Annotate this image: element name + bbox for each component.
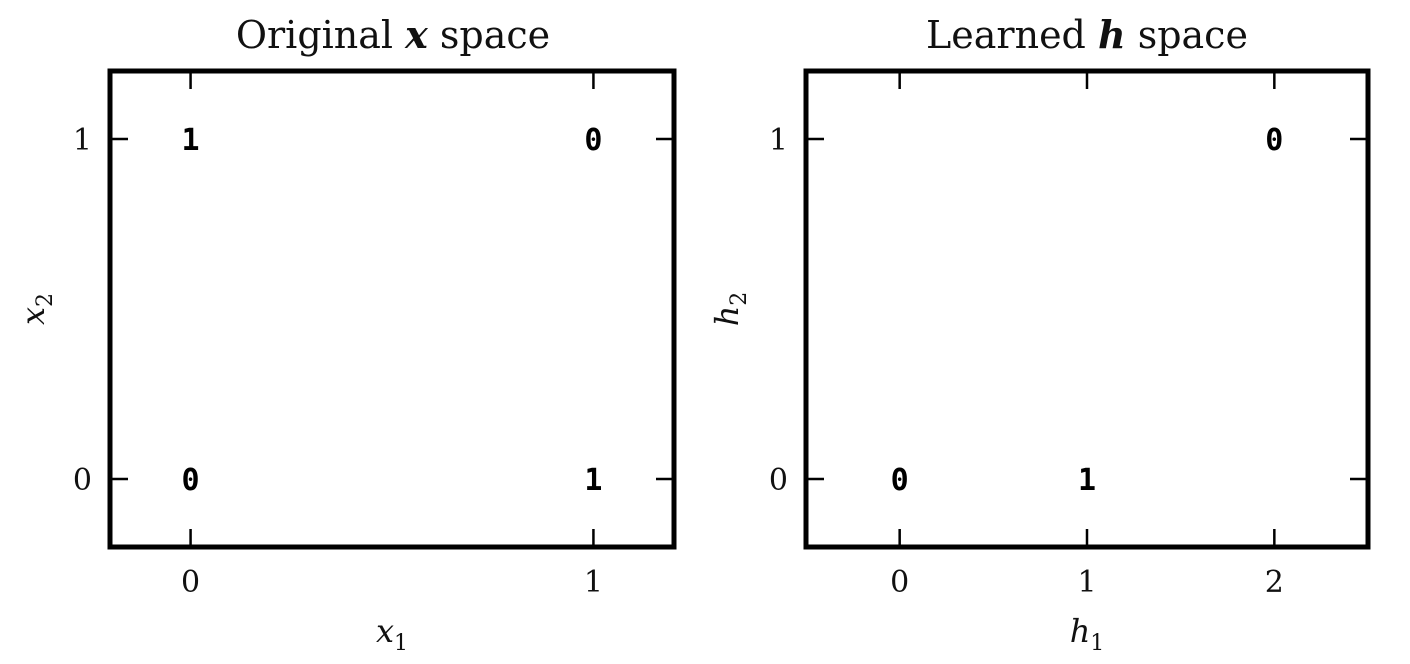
x-tick-label-0: 0 <box>890 565 909 600</box>
y-tick-label-0: 0 <box>769 463 788 498</box>
x-tick-label-2: 2 <box>1265 565 1284 600</box>
x-tick-label-0: 0 <box>181 565 200 600</box>
y-tick-label-1: 1 <box>769 123 788 158</box>
data-point-3: 0 <box>584 123 602 158</box>
chart-title-right: Learned h space <box>926 12 1248 57</box>
data-point-1: 1 <box>1078 463 1096 498</box>
data-point-0: 0 <box>182 463 200 498</box>
points-right: 0 1 0 <box>891 123 1284 498</box>
y-tick-label-0: 0 <box>73 463 92 498</box>
panel-learned: Learned h space 0 1 2 0 1 0 1 0 h1 h2 <box>708 12 1368 656</box>
data-point-1: 1 <box>182 123 200 158</box>
y-axis-label-right: h2 <box>708 292 752 327</box>
data-point-0: 0 <box>891 463 909 498</box>
data-point-2: 0 <box>1265 123 1283 158</box>
chart-title-left: Original x space <box>236 12 550 57</box>
points-left: 0 1 1 0 <box>182 123 603 498</box>
data-point-2: 1 <box>584 463 602 498</box>
x-tick-label-1: 1 <box>1077 565 1096 600</box>
x-axis-label-left: x1 <box>376 612 408 656</box>
x-tick-label-1: 1 <box>584 565 603 600</box>
x-axis-label-right: h1 <box>1070 612 1105 656</box>
y-tick-label-1: 1 <box>73 123 92 158</box>
y-axis-label-left: x2 <box>14 293 58 325</box>
panel-original: Original x space 0 1 0 1 0 1 1 0 x1 x2 <box>14 12 674 656</box>
